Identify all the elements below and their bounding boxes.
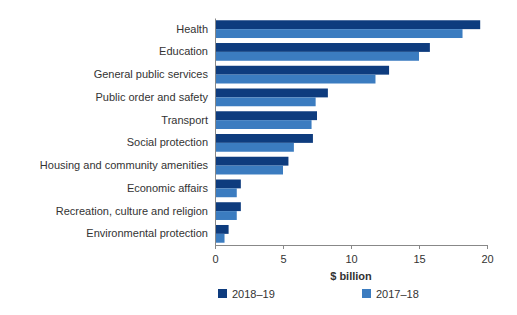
- bar: [215, 52, 419, 61]
- tick-label: 5: [280, 253, 286, 265]
- bars: [215, 20, 480, 242]
- bar: [215, 111, 317, 120]
- tick-label: 15: [413, 253, 425, 265]
- bar: [215, 20, 480, 29]
- bar: [215, 75, 375, 84]
- tick-mark: [283, 245, 284, 249]
- bar: [215, 202, 241, 211]
- legend-swatch: [362, 289, 371, 298]
- tick: Transport: [161, 114, 208, 126]
- bar: [215, 225, 229, 234]
- bar: [215, 29, 463, 38]
- tick: Social protection: [127, 136, 208, 148]
- tick-label: Education: [159, 45, 208, 57]
- tick-mark: [487, 245, 488, 249]
- tick: 10: [345, 245, 357, 265]
- chart: 0 5 10 15 20 Health Education General public se…: [0, 0, 517, 315]
- legend-item: 2017–18: [362, 288, 419, 300]
- axis-title: $ billion: [330, 270, 372, 282]
- tick-label: Housing and community amenities: [40, 159, 209, 171]
- legend: 2018–19 2017–18: [218, 288, 419, 300]
- x-axis: 0 5 10 15 20: [212, 245, 493, 265]
- bar: [215, 89, 328, 98]
- tick: Housing and community amenities: [40, 159, 209, 171]
- bar: [215, 234, 225, 243]
- tick-label: Public order and safety: [95, 91, 208, 103]
- bar: [215, 66, 389, 75]
- tick: 20: [481, 245, 493, 265]
- tick-mark: [351, 245, 352, 249]
- axis-line: [215, 19, 216, 246]
- tick: Health: [176, 23, 208, 35]
- tick-label: Recreation, culture and religion: [56, 205, 208, 217]
- tick-label: Environmental protection: [86, 227, 208, 239]
- bar: [215, 120, 312, 129]
- axis-line: [216, 246, 488, 250]
- bar: [215, 157, 288, 166]
- bar: [215, 97, 316, 106]
- tick: General public services: [94, 68, 209, 80]
- plot: 0 5 10 15 20 Health Education General public se…: [40, 19, 494, 283]
- tick: Education: [159, 45, 208, 57]
- bar: [215, 211, 237, 220]
- bar: [215, 43, 430, 52]
- tick-label: Health: [176, 23, 208, 35]
- legend-swatch: [218, 289, 227, 298]
- bar: [215, 166, 283, 175]
- tick-mark: [215, 245, 216, 249]
- bar: [215, 134, 313, 143]
- tick-label: 20: [481, 253, 493, 265]
- bar: [215, 143, 294, 152]
- legend-label: 2018–19: [232, 288, 275, 300]
- tick: Environmental protection: [86, 227, 208, 239]
- tick: 15: [413, 245, 425, 265]
- y-axis: Health Education General public services Pu…: [40, 19, 216, 246]
- bar: [215, 188, 237, 197]
- tick-label: 0: [212, 253, 218, 265]
- tick-label: Social protection: [127, 136, 208, 148]
- tick: 5: [280, 245, 286, 265]
- bar: [215, 179, 241, 188]
- legend-label: 2017–18: [376, 288, 419, 300]
- tick: Economic affairs: [127, 182, 209, 194]
- tick: Public order and safety: [95, 91, 208, 103]
- tick-label: General public services: [94, 68, 209, 80]
- legend-item: 2018–19: [218, 288, 275, 300]
- tick: 0: [212, 245, 218, 265]
- tick-label: 10: [345, 253, 357, 265]
- tick-label: Economic affairs: [127, 182, 209, 194]
- tick: Recreation, culture and religion: [56, 205, 208, 217]
- tick-label: Transport: [161, 114, 208, 126]
- tick-mark: [419, 245, 420, 249]
